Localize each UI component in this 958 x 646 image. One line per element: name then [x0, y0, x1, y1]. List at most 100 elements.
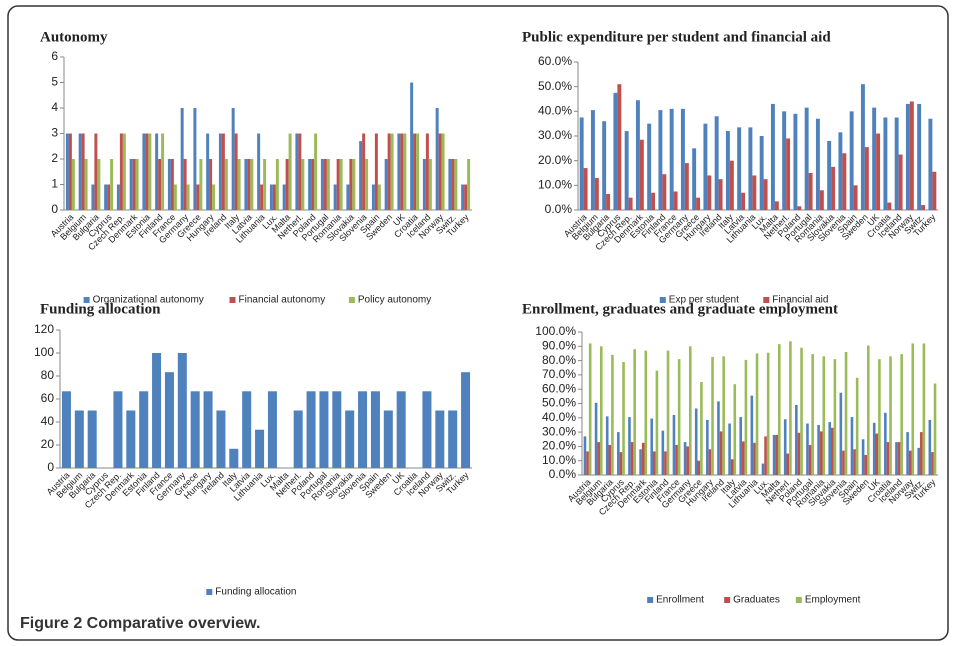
bar	[783, 419, 787, 475]
bar	[932, 171, 937, 210]
bar	[358, 391, 368, 468]
bar	[884, 412, 887, 475]
bar	[917, 103, 922, 210]
bar	[700, 382, 703, 475]
bar	[662, 174, 667, 210]
bar	[602, 121, 607, 210]
bar	[129, 159, 133, 210]
bar	[855, 377, 859, 475]
bar	[606, 193, 611, 210]
bar	[628, 417, 631, 475]
bar	[68, 133, 72, 210]
bar	[755, 353, 759, 475]
bar	[894, 117, 899, 210]
bar	[190, 391, 200, 468]
bar	[237, 159, 241, 210]
bar	[435, 108, 439, 210]
bar	[275, 159, 279, 210]
bar	[630, 442, 634, 475]
y-tick-label: 0.0%	[549, 467, 577, 481]
bar	[113, 391, 123, 468]
bar	[339, 159, 343, 210]
bar	[887, 202, 892, 210]
bar	[777, 344, 781, 475]
legend-label: Graduates	[733, 595, 780, 606]
bar	[216, 410, 226, 468]
bar	[336, 159, 340, 210]
bar	[132, 159, 136, 210]
bar	[180, 108, 184, 210]
bar	[658, 110, 663, 210]
bar	[804, 107, 809, 210]
bar	[733, 384, 737, 475]
bar	[905, 103, 910, 210]
bar	[78, 133, 82, 210]
bar	[797, 206, 802, 210]
bar	[897, 442, 901, 475]
bar	[594, 402, 598, 475]
bar	[692, 148, 697, 210]
bar	[853, 449, 856, 475]
y-tick-label: 10.0%	[542, 453, 576, 467]
bar	[920, 432, 923, 475]
bar	[850, 417, 854, 475]
bar	[909, 101, 914, 210]
bar	[619, 452, 623, 475]
bar	[422, 159, 426, 210]
y-tick-label: 100	[34, 345, 54, 359]
bar	[822, 356, 826, 475]
bar	[451, 159, 455, 210]
legend-swatch	[206, 589, 213, 595]
legend-swatch	[724, 597, 731, 603]
bar	[933, 383, 937, 475]
bar	[590, 110, 595, 210]
bar	[346, 184, 350, 210]
bar	[647, 123, 652, 210]
bar	[263, 159, 267, 210]
bar	[425, 133, 429, 210]
bar	[384, 159, 388, 210]
bar	[666, 350, 670, 475]
bar	[579, 117, 584, 210]
bar	[400, 133, 404, 210]
y-tick-label: 40.0%	[538, 104, 572, 118]
bar	[737, 127, 742, 210]
bar	[886, 442, 890, 475]
legend-swatch	[763, 297, 770, 303]
bar	[928, 118, 933, 210]
bar	[177, 353, 187, 468]
bar	[739, 417, 743, 475]
bar	[94, 133, 98, 210]
bar	[849, 111, 854, 210]
bar	[183, 159, 187, 210]
bar	[167, 159, 171, 210]
bar	[664, 451, 667, 475]
bar	[628, 197, 633, 210]
bar	[410, 82, 414, 210]
bar	[900, 354, 903, 475]
bar	[170, 159, 174, 210]
bar	[365, 159, 369, 210]
legend-label: Financial aid	[772, 295, 828, 306]
bar	[639, 139, 644, 210]
bar	[397, 133, 401, 210]
bar	[750, 395, 754, 475]
bar	[145, 133, 149, 210]
bar	[688, 346, 692, 475]
bar	[764, 436, 767, 475]
bar	[164, 372, 174, 468]
bar	[819, 431, 823, 475]
bar	[454, 159, 458, 210]
bar	[806, 423, 809, 475]
bar	[844, 352, 848, 475]
bar	[624, 131, 629, 210]
y-tick-label: 6	[51, 49, 58, 63]
y-tick-label: 80.0%	[542, 353, 576, 367]
bar	[374, 133, 378, 210]
bar	[752, 175, 757, 210]
bar	[126, 410, 136, 468]
bar	[611, 354, 614, 475]
y-tick-label: 60.0%	[538, 54, 572, 68]
bar	[152, 353, 162, 468]
bar	[282, 184, 286, 210]
